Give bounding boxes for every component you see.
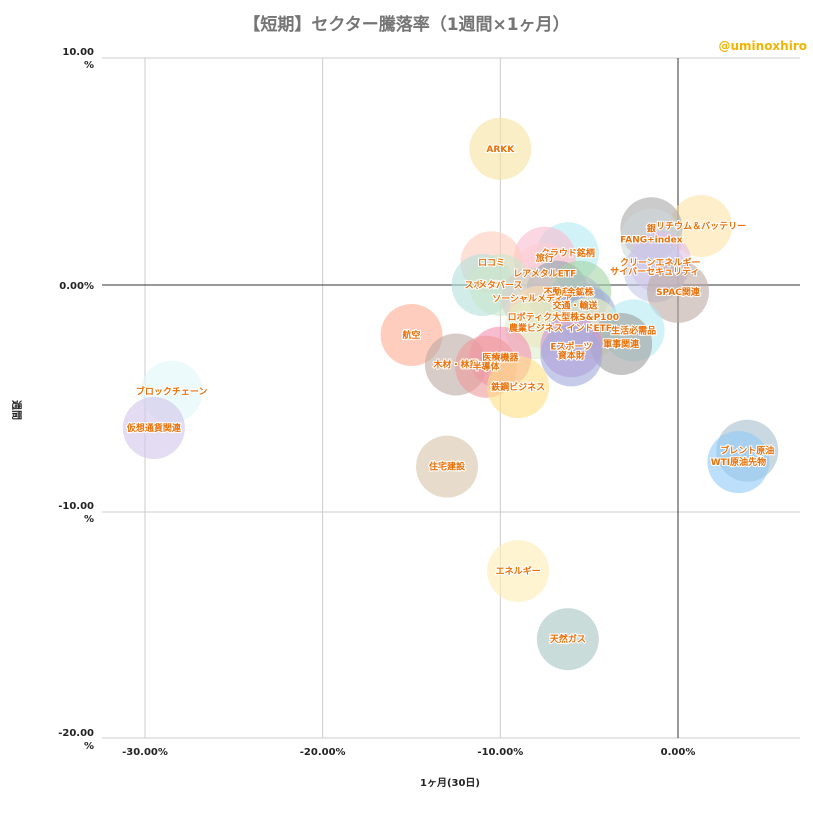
bubble-label: クリーンエネルギー xyxy=(620,256,701,268)
bubble xyxy=(487,540,550,603)
y-tick-label: -10.00% xyxy=(58,501,94,525)
bubble-label: 航空 xyxy=(402,329,420,341)
bubble-label: ソーシャルメディア xyxy=(492,293,572,305)
bubble xyxy=(707,431,770,494)
bubble-label: ARKK xyxy=(486,145,515,155)
bubble xyxy=(122,397,185,460)
bubble-label: メタバース xyxy=(478,279,523,291)
bubble-label: FANG+index xyxy=(620,236,683,246)
bubble xyxy=(416,435,479,498)
bubble-label: 農業ビジネス xyxy=(509,322,563,334)
bubble-label: ブロックチェーン xyxy=(136,386,208,398)
bubble xyxy=(469,117,532,180)
bubble xyxy=(487,356,550,419)
bubble-label: 仮想通貨関連 xyxy=(126,422,182,434)
y-tick-label: 10.00% xyxy=(62,47,94,71)
bubble-label: 鉄鋼ビジネス xyxy=(491,381,545,393)
bubble-label: スポーツ xyxy=(465,279,501,291)
bubble xyxy=(647,260,709,323)
x-tick-label: -20.00% xyxy=(300,747,346,758)
bubble-label: WTI原油先物 xyxy=(711,456,766,468)
y-tick-label: 0.00% xyxy=(59,281,94,292)
bubble-label: 旅行 xyxy=(536,252,554,264)
bubble xyxy=(540,324,603,387)
bubble-label: リチウム＆バッテリー xyxy=(656,221,746,232)
bubble-label: 木材・林業 xyxy=(432,358,479,370)
bubble xyxy=(536,608,599,671)
y-axis-title: 週間 xyxy=(10,400,21,420)
bubble-label: 住宅建設 xyxy=(429,461,466,473)
bubble-label: ロコミ xyxy=(478,257,505,268)
bubble-label: 半導体 xyxy=(473,361,501,373)
bubble-label: 大型株S&P100 xyxy=(552,311,619,323)
bubble-label: サイバーセキュリティ xyxy=(610,266,699,277)
bubble-label: 生活必需品 xyxy=(611,324,656,336)
x-tick-label: -30.00% xyxy=(122,747,168,758)
bubble-label: ロボティクスAI xyxy=(508,311,572,323)
bubble-label: インドETF xyxy=(566,323,611,334)
bubble-label: 資本財 xyxy=(558,349,585,361)
bubble-label: ブレント原油 xyxy=(720,445,774,457)
author-credit: @uminoxhiro xyxy=(718,39,807,53)
bubble-label: Eスポーツ xyxy=(550,340,592,352)
bubble-label: 医療機器 xyxy=(482,352,519,364)
bubble-label: 銀 xyxy=(647,222,656,234)
bubble-label: 軍事関連 xyxy=(603,338,640,350)
bubble xyxy=(590,313,653,376)
x-axis-title: 1ヶ月(30日) xyxy=(419,778,480,789)
bubble-label: 金鉱株 xyxy=(566,286,595,298)
bubble-label: 天然ガス xyxy=(550,633,586,645)
bubble-label: レアメタルETF xyxy=(513,268,576,280)
bubble-label: SPAC関連 xyxy=(656,286,701,298)
bubble-label: クラウド銘柄 xyxy=(541,247,595,259)
bubble-label: エネルギー xyxy=(496,565,541,577)
x-tick-label: 0.00% xyxy=(661,747,696,758)
y-tick-label: -20.00% xyxy=(58,728,94,752)
chart-title: 【短期】セクター騰落率（1週間×1ヶ月） xyxy=(243,15,570,35)
bubble xyxy=(670,194,733,257)
bubble-label: 不動産 xyxy=(544,286,571,298)
x-tick-label: -10.00% xyxy=(477,747,523,758)
bubble xyxy=(380,303,443,366)
bubble-label: 交通・輸送 xyxy=(552,299,598,311)
